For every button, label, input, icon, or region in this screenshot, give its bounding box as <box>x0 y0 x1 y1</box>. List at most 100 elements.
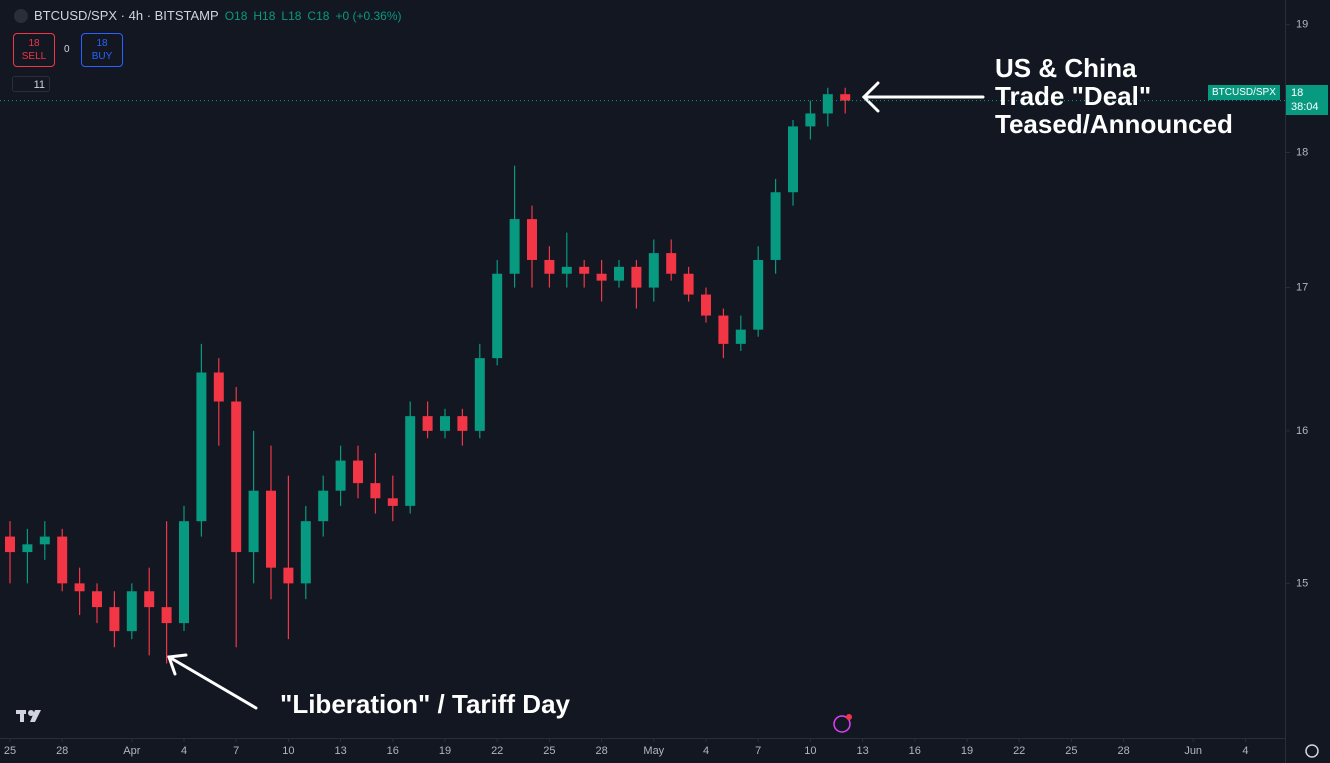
candle-body <box>318 490 329 522</box>
buy-button[interactable]: 18 BUY <box>81 33 123 67</box>
candle-body <box>5 536 15 553</box>
candle-body <box>22 544 33 553</box>
candle-body <box>648 253 659 288</box>
settings-icon[interactable] <box>1305 744 1319 758</box>
annotation-line: Trade "Deal" <box>995 81 1152 111</box>
candle-body <box>805 113 816 127</box>
events-icon[interactable] <box>833 715 851 733</box>
candle-body <box>701 294 711 316</box>
candle-body <box>231 401 242 553</box>
x-tick-label: 4 <box>181 745 187 757</box>
spread: 0 <box>64 44 70 55</box>
sell-price: 18 <box>28 38 40 49</box>
annotation-top: US & China Trade "Deal" Teased/Announced <box>995 54 1233 138</box>
candle-body <box>283 567 294 584</box>
candle-body <box>596 273 607 281</box>
x-tick-label: 7 <box>233 745 239 757</box>
candle-body <box>144 591 155 608</box>
x-tick-label: May <box>643 745 664 757</box>
candle-body <box>353 460 363 484</box>
x-tick-label: 28 <box>56 745 68 757</box>
candle-body <box>770 192 781 260</box>
candle-body <box>561 266 572 274</box>
candle-body <box>718 315 729 344</box>
candle-body <box>161 607 172 624</box>
x-tick-label: 10 <box>282 745 294 757</box>
buy-label: BUY <box>91 51 113 62</box>
candle-body <box>213 372 224 402</box>
candle-body <box>266 490 276 568</box>
candle-body <box>248 490 259 553</box>
x-tick-label: 13 <box>856 745 868 757</box>
candle-body <box>631 266 642 288</box>
candle-body <box>370 483 381 499</box>
candle-body <box>614 266 624 281</box>
x-tick-label: 19 <box>439 745 451 757</box>
candle-body <box>544 259 555 274</box>
x-tick-label: 22 <box>1013 745 1025 757</box>
y-tick-label: 16 <box>1296 425 1308 437</box>
x-tick-label: 4 <box>703 745 709 757</box>
x-tick-label: 25 <box>1065 745 1077 757</box>
y-tick-label: 17 <box>1296 282 1308 294</box>
sell-label: SELL <box>21 51 47 62</box>
candle-body <box>39 536 50 545</box>
y-tick-label: 19 <box>1296 19 1308 31</box>
price-tag-last: 18 <box>1291 87 1304 99</box>
ohlc: O18 <box>224 8 248 23</box>
arrow-top <box>861 81 985 113</box>
candle-body <box>300 521 311 584</box>
candle-body <box>440 416 450 431</box>
x-tick-label: 22 <box>491 745 503 757</box>
candle-body <box>196 372 207 522</box>
buy-price: 18 <box>96 38 108 49</box>
candle-body <box>683 273 694 295</box>
candle-body <box>735 329 746 344</box>
tv-logo <box>16 710 41 722</box>
candle-body <box>126 591 137 632</box>
x-tick-label: 25 <box>543 745 555 757</box>
x-tick-label: Apr <box>123 745 140 757</box>
x-tick-label: 28 <box>595 745 607 757</box>
header: BTCUSD/SPX · 4h · BITSTAMP O18 H18 L18 C… <box>14 8 401 23</box>
candle-body <box>509 219 520 274</box>
symbol-icon <box>14 8 28 23</box>
price-tag-countdown: 38:04 <box>1291 101 1319 113</box>
price-tag: 18 38:04 <box>1286 85 1328 115</box>
plot-area <box>0 0 1285 738</box>
indicators-toggle[interactable]: 11 <box>12 76 50 92</box>
candle-body <box>788 126 798 193</box>
candle-body <box>335 460 346 491</box>
ohlc: H18 <box>253 8 276 23</box>
candle-body <box>387 498 398 506</box>
x-tick-label: 7 <box>755 745 761 757</box>
ohlc: +0 (+0.36%) <box>335 8 402 23</box>
x-tick-label: Jun <box>1184 745 1202 757</box>
candle-body <box>822 94 833 114</box>
x-tick-label: 16 <box>387 745 399 757</box>
candle-body <box>109 607 120 632</box>
x-tick-label: 13 <box>334 745 346 757</box>
candle-body <box>527 219 537 260</box>
annotation-line: US & China <box>995 53 1137 83</box>
title[interactable]: BTCUSD/SPX · 4h · BITSTAMP <box>34 8 219 23</box>
sell-button[interactable]: 18 SELL <box>13 33 55 67</box>
candle-body <box>457 416 468 431</box>
x-tick-label: 4 <box>1242 745 1248 757</box>
candle-body <box>405 416 416 506</box>
candle-body <box>492 273 503 359</box>
y-tick-label: 18 <box>1296 146 1308 158</box>
candle-body <box>579 266 590 274</box>
x-tick-label: 10 <box>804 745 816 757</box>
candle-body <box>179 521 189 624</box>
candle-body <box>840 94 851 101</box>
candle-body <box>753 259 764 330</box>
annotation-bottom: "Liberation" / Tariff Day <box>280 689 570 719</box>
candle-body <box>92 591 102 608</box>
y-tick-label: 15 <box>1296 577 1308 589</box>
candle-body <box>422 416 433 431</box>
x-tick-label: 19 <box>961 745 973 757</box>
candle-body <box>57 536 68 584</box>
